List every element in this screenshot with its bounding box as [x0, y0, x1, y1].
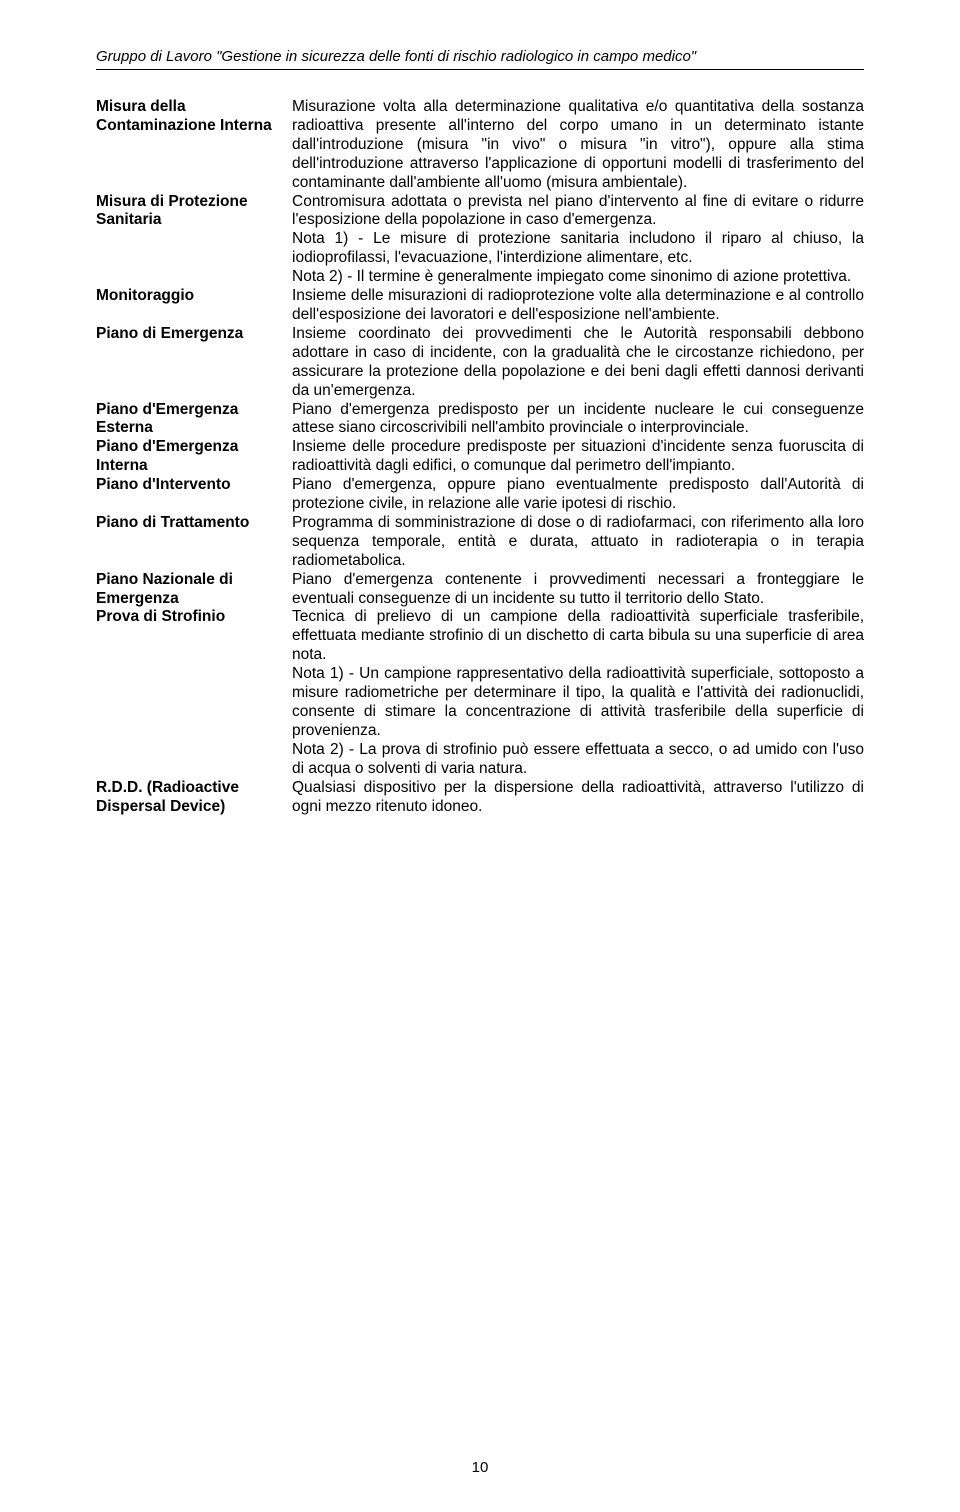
glossary-definition: Qualsiasi dispositivo per la dispersione… — [292, 779, 864, 817]
glossary-content: Misura della Contaminazione InternaMisur… — [96, 98, 864, 816]
glossary-definition: Insieme delle misurazioni di radioprotez… — [292, 287, 864, 325]
glossary-definition: Tecnica di prelievo di un campione della… — [292, 608, 864, 778]
glossary-definition: Insieme coordinato dei provvedimenti che… — [292, 325, 864, 401]
glossary-definition: Contromisura adottata o prevista nel pia… — [292, 193, 864, 288]
glossary-term: Piano d'Intervento — [96, 476, 292, 514]
glossary-term: Piano di Emergenza — [96, 325, 292, 401]
glossary-term: Misura della Contaminazione Interna — [96, 98, 292, 193]
glossary-definition: Piano d'emergenza predisposto per un inc… — [292, 401, 864, 439]
glossary-term: R.D.D. (Radioactive Dispersal Device) — [96, 779, 292, 817]
glossary-row: Piano di TrattamentoProgramma di sommini… — [96, 514, 864, 571]
glossary-definition: Piano d'emergenza contenente i provvedim… — [292, 571, 864, 609]
glossary-term: Prova di Strofinio — [96, 608, 292, 778]
glossary-definition: Misurazione volta alla determinazione qu… — [292, 98, 864, 193]
glossary-row: Piano di EmergenzaInsieme coordinato dei… — [96, 325, 864, 401]
glossary-row: MonitoraggioInsieme delle misurazioni di… — [96, 287, 864, 325]
page-header: Gruppo di Lavoro "Gestione in sicurezza … — [96, 48, 864, 70]
glossary-term: Piano d'Emergenza Interna — [96, 438, 292, 476]
glossary-definition: Piano d'emergenza, oppure piano eventual… — [292, 476, 864, 514]
glossary-row: Piano d'Emergenza EsternaPiano d'emergen… — [96, 401, 864, 439]
glossary-definition: Insieme delle procedure predisposte per … — [292, 438, 864, 476]
glossary-term: Piano d'Emergenza Esterna — [96, 401, 292, 439]
glossary-row: Misura di Protezione SanitariaContromisu… — [96, 193, 864, 288]
glossary-row: Prova di StrofinioTecnica di prelievo di… — [96, 608, 864, 778]
glossary-term: Piano di Trattamento — [96, 514, 292, 571]
glossary-row: Misura della Contaminazione InternaMisur… — [96, 98, 864, 193]
glossary-row: Piano d'Emergenza InternaInsieme delle p… — [96, 438, 864, 476]
glossary-definition: Programma di somministrazione di dose o … — [292, 514, 864, 571]
glossary-row: Piano d'InterventoPiano d'emergenza, opp… — [96, 476, 864, 514]
glossary-term: Piano Nazionale di Emergenza — [96, 571, 292, 609]
page-number: 10 — [0, 1459, 960, 1476]
glossary-row: Piano Nazionale di EmergenzaPiano d'emer… — [96, 571, 864, 609]
glossary-row: R.D.D. (Radioactive Dispersal Device)Qua… — [96, 779, 864, 817]
glossary-term: Misura di Protezione Sanitaria — [96, 193, 292, 288]
glossary-term: Monitoraggio — [96, 287, 292, 325]
